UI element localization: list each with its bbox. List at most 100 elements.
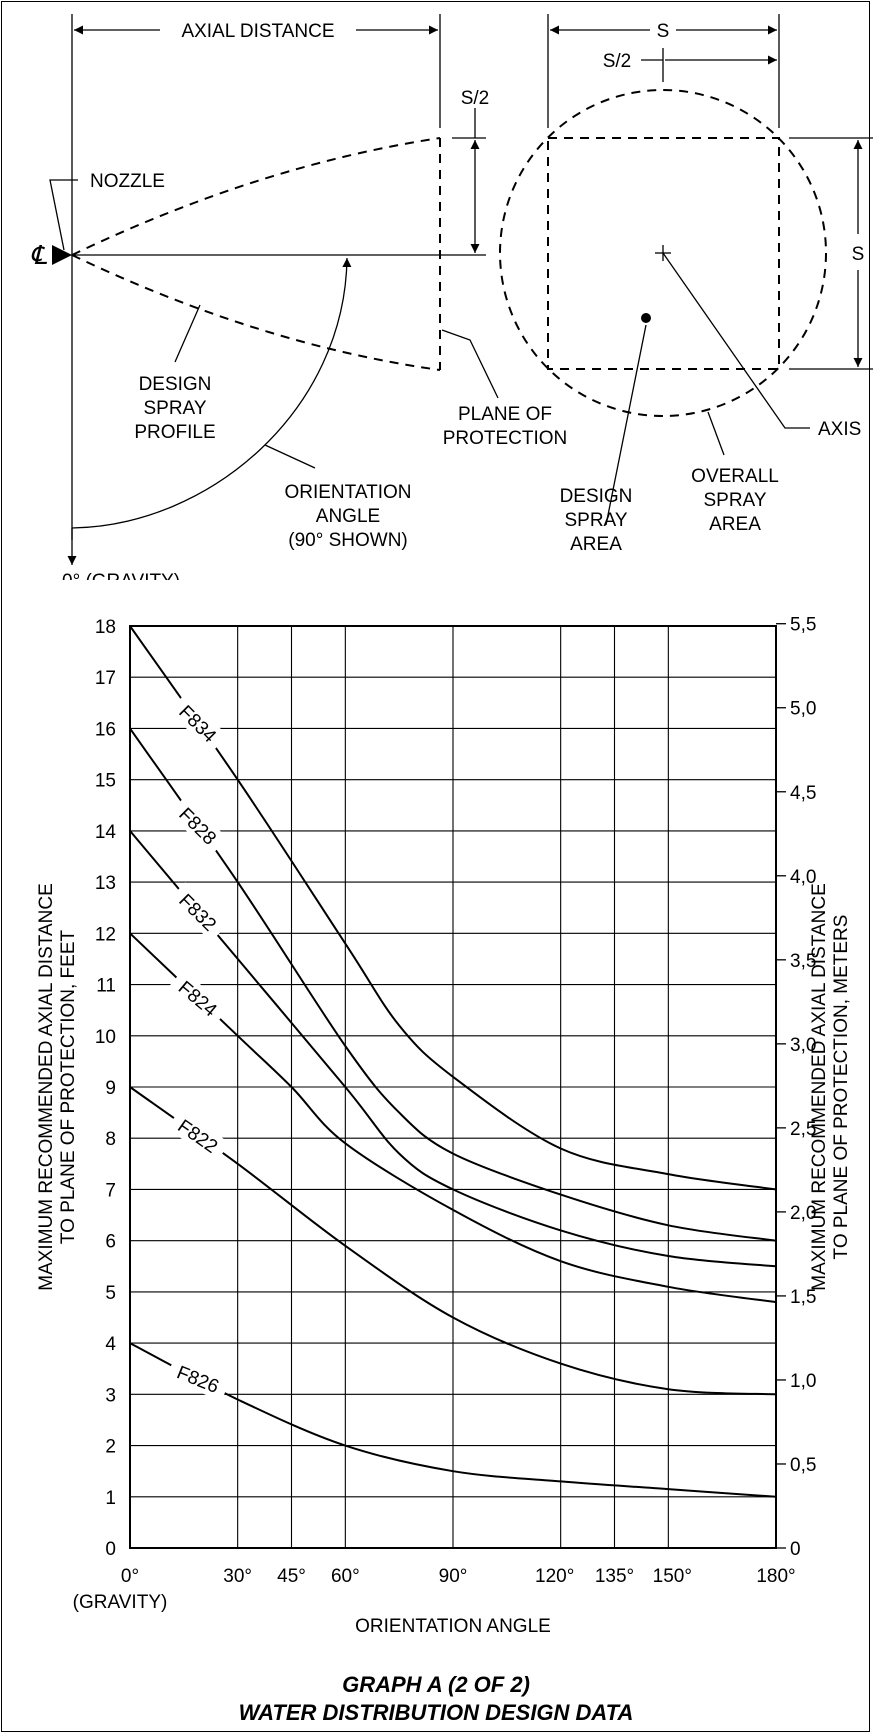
- axis-leader: [662, 252, 810, 429]
- x-axis-gravity-sublabel: (GRAVITY): [73, 1592, 168, 1613]
- y-tick-label-left: 9: [105, 1078, 116, 1099]
- series-label-bg-f826: [165, 1356, 231, 1402]
- series-label-bg-f824: [167, 969, 229, 1027]
- orientation-angle-arc: [71, 257, 352, 529]
- y-tick-label-right: 4,5: [790, 783, 816, 804]
- design-spray-profile-label-3: PROFILE: [134, 422, 215, 443]
- y-tick-label-left: 16: [95, 719, 116, 740]
- series-line-f826: [129, 1342, 777, 1498]
- series-line-f828: [129, 727, 777, 1242]
- orientation-angle-label-2: ANGLE: [316, 506, 380, 527]
- nozzle-leader: [49, 179, 78, 251]
- y-axis-label-right-line2: TO PLANE OF PROTECTION, METERS: [831, 915, 852, 1260]
- y-axis-label-right-line1: MAXIMUM RECOMMENDED AXIAL DISTANCE: [809, 883, 830, 1291]
- y-tick-label-right: 4,0: [790, 867, 816, 888]
- y-axis-label-left-line1: MAXIMUM RECOMMENDED AXIAL DISTANCE: [36, 883, 57, 1291]
- y-tick-label-left: 6: [105, 1232, 116, 1253]
- x-tick-label: 60°: [331, 1566, 360, 1587]
- y-tick-label-right: 1,5: [790, 1287, 816, 1308]
- y-tick-label-left: 12: [95, 924, 116, 945]
- y-tick-label-left: 11: [96, 976, 116, 997]
- series-label-bg-f828: [168, 796, 228, 856]
- y-tick-label-left: 4: [105, 1334, 116, 1355]
- x-tick-label: 45°: [277, 1566, 306, 1587]
- series-label-bg-f832: [168, 882, 228, 942]
- y-tick-label-right: 1,0: [790, 1371, 816, 1392]
- x-tick-label: 150°: [653, 1566, 692, 1587]
- y-tick-label-right: 5,0: [790, 699, 816, 720]
- overall-spray-area-label-3: AREA: [709, 514, 761, 535]
- orientation-angle-label-3: (90° SHOWN): [288, 530, 408, 551]
- orientation-angle-leader: [264, 444, 316, 469]
- graph-title-line2: WATER DISTRIBUTION DESIGN DATA: [239, 1700, 634, 1725]
- y-tick-label-left: 13: [95, 873, 116, 894]
- y-tick-label-right: 2,5: [790, 1119, 816, 1140]
- design-spray-area-label-2: SPRAY: [564, 510, 627, 531]
- centerline-symbol: ℄: [30, 241, 48, 271]
- y-tick-label-left: 7: [105, 1180, 116, 1201]
- spray-profile-bottom: [71, 254, 441, 371]
- y-tick-label-right: 0: [790, 1539, 801, 1560]
- y-tick-label-right: 2,0: [790, 1203, 816, 1224]
- overall-spray-area-circle: [499, 89, 827, 417]
- y-tick-label-left: 18: [95, 617, 116, 638]
- overall-spray-area-leader: [707, 411, 725, 456]
- design-spray-profile-label-1: DESIGN: [139, 374, 212, 395]
- y-tick-label-right: 0,5: [790, 1455, 816, 1476]
- nozzle-icon: [52, 245, 72, 265]
- design-spray-area-square: [547, 137, 780, 370]
- y-tick-label-left: 14: [95, 822, 117, 843]
- y-tick-label-left: 2: [105, 1437, 116, 1458]
- y-tick-label-left: 0: [105, 1539, 116, 1560]
- s-half-label-left: S/2: [461, 88, 490, 109]
- y-tick-label-right: 3,5: [790, 951, 816, 972]
- y-tick-label-left: 8: [105, 1129, 116, 1150]
- overall-spray-area-label-2: SPRAY: [703, 490, 766, 511]
- series-line-f832: [129, 830, 777, 1268]
- x-tick-label: 0°: [121, 1566, 139, 1587]
- x-axis-label: ORIENTATION ANGLE: [355, 1616, 551, 1637]
- gravity-label: 0° (GRAVITY): [62, 571, 180, 580]
- spray-diagram: AXIAL DISTANCE ℄ NOZZLE S/2 DESIGN SPRAY…: [30, 14, 873, 580]
- y-tick-label-right: 5,5: [790, 615, 816, 636]
- design-spray-area-dot: [641, 313, 651, 323]
- overall-spray-area-label-1: OVERALL: [691, 466, 779, 487]
- series-label-bg-f834: [168, 693, 228, 754]
- y-tick-label-left: 1: [105, 1488, 116, 1509]
- plane-of-protection-label-2: PROTECTION: [443, 428, 568, 449]
- graph-title-line1: GRAPH A (2 OF 2): [342, 1672, 530, 1697]
- axis-label: AXIS: [818, 419, 861, 440]
- y-tick-label-left: 17: [95, 668, 116, 689]
- plane-of-protection-label-1: PLANE OF: [458, 404, 552, 425]
- s-label-right: S: [852, 244, 865, 265]
- y-tick-label-right: 3,0: [790, 1035, 816, 1056]
- design-spray-area-leader: [605, 324, 647, 526]
- spray-profile-top: [71, 137, 441, 256]
- series-line-f824: [129, 932, 777, 1304]
- design-spray-profile-leader: [174, 304, 201, 363]
- series-label-bg-f822: [166, 1108, 230, 1163]
- nozzle-label: NOZZLE: [90, 171, 165, 192]
- plot-frame: [129, 625, 777, 1549]
- y-tick-label-left: 5: [105, 1283, 116, 1304]
- design-spray-area-label-3: AREA: [570, 534, 622, 555]
- x-tick-label: 135°: [595, 1566, 634, 1587]
- y-tick-label-left: 15: [95, 771, 116, 792]
- design-spray-area-label-1: DESIGN: [560, 486, 633, 507]
- series-line-f822: [129, 1086, 777, 1396]
- s-half-label-top: S/2: [603, 51, 632, 72]
- s-label-top: S: [657, 21, 670, 42]
- design-spray-profile-label-2: SPRAY: [143, 398, 206, 419]
- axial-distance-label: AXIAL DISTANCE: [181, 21, 334, 42]
- x-tick-label: 30°: [223, 1566, 252, 1587]
- plane-of-protection-leader: [441, 329, 499, 399]
- x-tick-label: 120°: [535, 1566, 574, 1587]
- y-tick-label-left: 3: [105, 1385, 116, 1406]
- x-tick-label: 180°: [756, 1566, 795, 1587]
- series-line-f834: [129, 625, 777, 1191]
- orientation-angle-label-1: ORIENTATION: [284, 482, 411, 503]
